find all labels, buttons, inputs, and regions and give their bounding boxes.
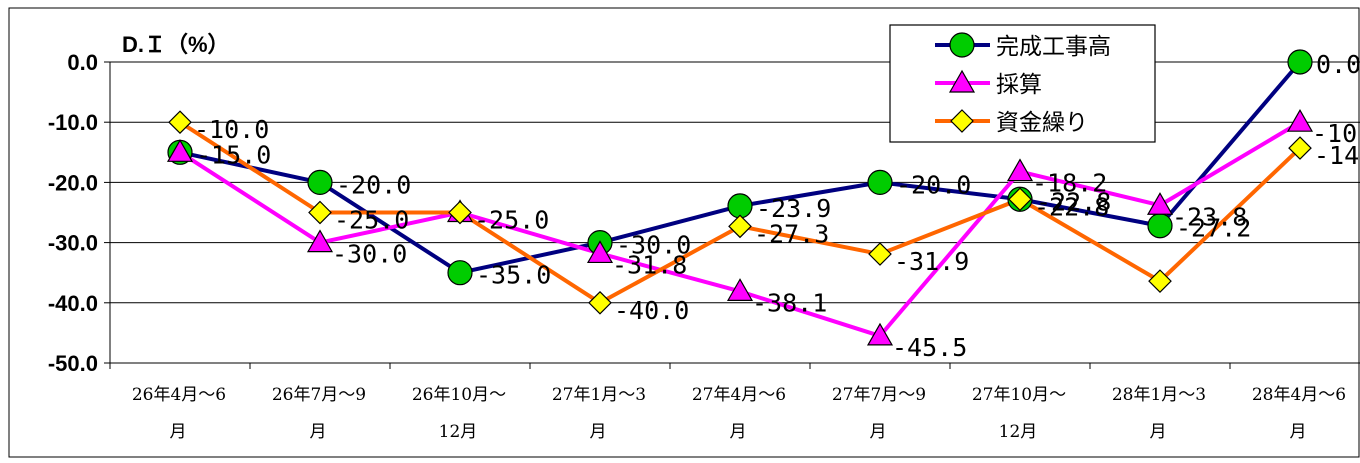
series-1-label-4: -38.1 xyxy=(752,288,827,317)
legend-label-0: 完成工事高 xyxy=(996,34,1111,60)
y-tick-label-0: 0.0 xyxy=(67,50,98,75)
series-0-label-1: -20.0 xyxy=(336,170,411,199)
x-tick-label-2: 26年10月～ xyxy=(412,385,506,405)
x-tick-label-line2-3: 月 xyxy=(590,422,607,442)
x-tick-label-line2-1: 月 xyxy=(310,422,327,442)
x-tick-label-6: 27年10月～ xyxy=(972,385,1066,405)
legend-label-2: 資金繰り xyxy=(996,110,1088,136)
series-0-label-8: 0.0 xyxy=(1316,50,1360,79)
series-2-label-8: -14.3 xyxy=(1314,141,1360,170)
x-tick-label-line2-5: 月 xyxy=(870,422,887,442)
x-tick-label-3: 27年1月～3 xyxy=(552,385,646,405)
series-2-label-0: -10.0 xyxy=(194,115,269,144)
series-0-point-5 xyxy=(868,170,892,194)
series-0-point-2 xyxy=(448,261,472,285)
x-tick-label-4: 27年4月～6 xyxy=(692,385,786,405)
y-tick-label-3: -30.0 xyxy=(48,231,98,256)
series-2-label-2: -25.0 xyxy=(474,206,549,235)
series-0-point-1 xyxy=(308,170,332,194)
series-0-point-7 xyxy=(1148,214,1172,238)
y-tick-label-2: -20.0 xyxy=(48,170,98,195)
y-axis-label: D.Ｉ（%） xyxy=(122,32,230,57)
x-tick-label-5: 27年7月～9 xyxy=(832,385,926,405)
series-2-label-1: -25.0 xyxy=(334,206,409,235)
y-tick-label-5: -50.0 xyxy=(48,351,98,376)
x-tick-label-line2-2: 12月 xyxy=(439,422,478,442)
series-0-point-4 xyxy=(728,194,752,218)
legend-label-1: 採算 xyxy=(996,72,1042,98)
x-tick-label-7: 28年1月～3 xyxy=(1112,385,1206,405)
x-tick-label-line2-8: 月 xyxy=(1290,422,1307,442)
series-0-label-5: -20.0 xyxy=(896,170,971,199)
series-0-label-2: -35.0 xyxy=(476,261,551,290)
series-1-label-3: -31.8 xyxy=(612,250,687,279)
series-2-label-6: -22.8 xyxy=(1034,192,1109,221)
x-tick-label-line2-6: 12月 xyxy=(999,422,1038,442)
y-tick-label-1: -10.0 xyxy=(48,110,98,135)
series-1-label-1: -30.0 xyxy=(332,240,407,269)
x-tick-label-line2-4: 月 xyxy=(730,422,747,442)
legend-marker-0 xyxy=(950,33,974,57)
y-tick-label-4: -40.0 xyxy=(48,291,98,316)
series-0-label-0: -15.0 xyxy=(196,140,271,169)
x-tick-label-8: 28年4月～6 xyxy=(1252,385,1346,405)
series-0-point-8 xyxy=(1288,50,1312,74)
x-tick-label-0: 26年4月～6 xyxy=(132,385,226,405)
series-1-label-7: -23.8 xyxy=(1172,202,1247,231)
series-2-label-5: -31.9 xyxy=(894,247,969,276)
x-tick-label-1: 26年7月～9 xyxy=(272,385,366,405)
x-tick-label-line2-7: 月 xyxy=(1150,422,1167,442)
series-1-label-5: -45.5 xyxy=(892,333,967,362)
x-tick-label-line2-0: 月 xyxy=(170,422,187,442)
series-2-label-3: -40.0 xyxy=(614,296,689,325)
series-2-label-4: -27.3 xyxy=(754,219,829,248)
